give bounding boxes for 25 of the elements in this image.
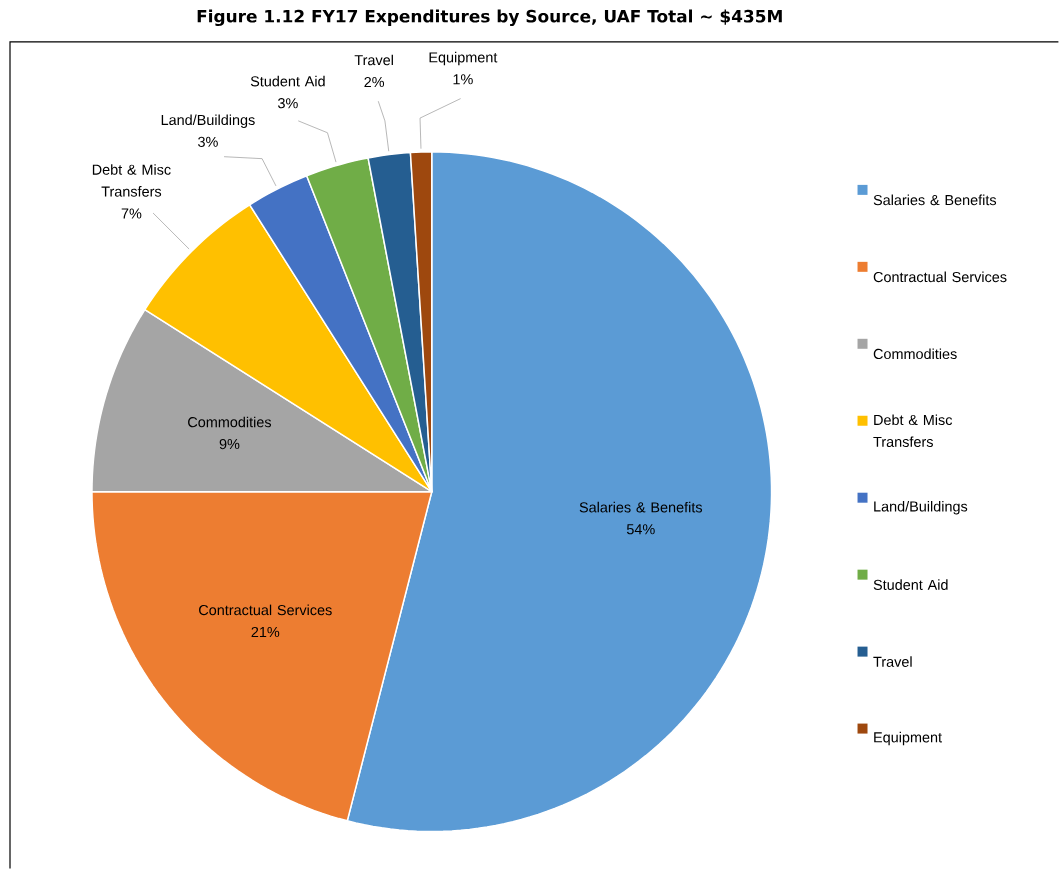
data-label: 2%: [364, 76, 385, 88]
slice-label: Equipment: [429, 51, 498, 66]
legend-label: Land/Buildings: [874, 500, 968, 515]
data-label: 3%: [198, 136, 218, 147]
slice-label: Debt & Misc Transfers: [92, 164, 171, 197]
legend-label: Equipment: [874, 731, 942, 746]
slice-label: Student Aid: [250, 75, 325, 87]
slice-label: Land/Buildings: [161, 114, 255, 128]
slice-label: Travel: [354, 54, 393, 66]
data-label: 3%: [278, 98, 298, 109]
legend-label: Student Aid: [873, 579, 948, 590]
legend-label: Debt & Misc Transfers: [873, 414, 953, 447]
chart-title: Figure 1.12 FY17 Expenditures by Source, UAF Total ~ $435M: [197, 9, 782, 26]
legend-label: Commodities: [873, 348, 957, 360]
data-label: 54%: [626, 524, 655, 535]
legend-label: Contractual Services: [873, 271, 1007, 283]
slice-label: Salaries & Benefits: [579, 501, 703, 513]
data-label: 7%: [121, 208, 142, 219]
data-label: 1%: [453, 74, 473, 85]
slice-label: Contractual Services: [199, 604, 332, 616]
data-label: 9%: [219, 438, 240, 450]
slice-label: Commodities: [188, 416, 272, 428]
data-label: 21%: [251, 626, 280, 638]
legend-label: Salaries & Benefits: [873, 194, 997, 206]
legend-label: Travel: [873, 656, 912, 667]
